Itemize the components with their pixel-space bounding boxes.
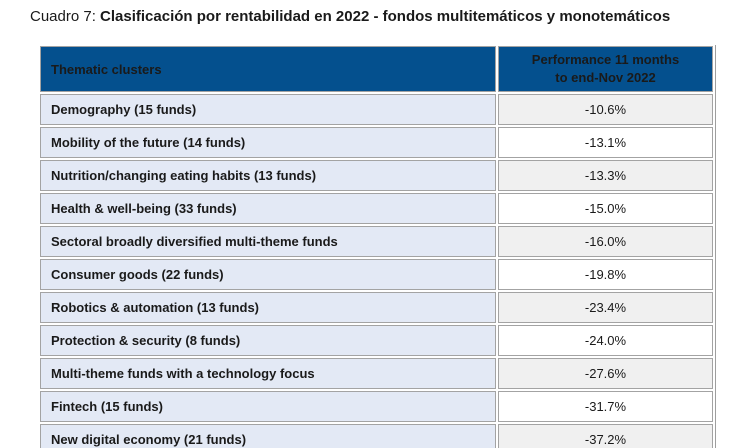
cluster-cell: Health & well-being (33 funds) (40, 193, 496, 224)
performance-cell: -24.0% (498, 325, 713, 356)
header-row: Thematic clusters Performance 11 months … (40, 46, 713, 92)
cluster-cell: Robotics & automation (13 funds) (40, 292, 496, 323)
cluster-cell: Demography (15 funds) (40, 94, 496, 125)
table-row: Multi-theme funds with a technology focu… (40, 358, 713, 389)
cluster-cell: Fintech (15 funds) (40, 391, 496, 422)
performance-header-line1: Performance 11 months (531, 52, 680, 68)
table-row: Nutrition/changing eating habits (13 fun… (40, 160, 713, 191)
table-row: Mobility of the future (14 funds) -13.1% (40, 127, 713, 158)
performance-cell: -10.6% (498, 94, 713, 125)
table-row: Sectoral broadly diversified multi-theme… (40, 226, 713, 257)
table-body: Demography (15 funds) -10.6% Mobility of t… (40, 94, 713, 448)
performance-cell: -37.2% (498, 424, 713, 448)
performance-cell: -15.0% (498, 193, 713, 224)
cluster-cell: Multi-theme funds with a technology focu… (40, 358, 496, 389)
performance-cell: -13.1% (498, 127, 713, 158)
performance-cell: -19.8% (498, 259, 713, 290)
cluster-cell: Mobility of the future (14 funds) (40, 127, 496, 158)
table-row: New digital economy (21 funds) -37.2% (40, 424, 713, 448)
table-row: Fintech (15 funds) -31.7% (40, 391, 713, 422)
performance-cell: -27.6% (498, 358, 713, 389)
performance-cell: -31.7% (498, 391, 713, 422)
table-row: Consumer goods (22 funds) -19.8% (40, 259, 713, 290)
caption-prefix: Cuadro 7: (30, 8, 101, 25)
performance-table-container: Thematic clusters Performance 11 months … (38, 44, 715, 448)
table-row: Demography (15 funds) -10.6% (40, 94, 713, 125)
performance-cell: -13.3% (498, 160, 713, 191)
performance-cell: -16.0% (498, 226, 713, 257)
table-row: Health & well-being (33 funds) -15.0% (40, 193, 713, 224)
table-row: Robotics & automation (13 funds) -23.4% (40, 292, 713, 323)
cluster-cell: Nutrition/changing eating habits (13 fun… (40, 160, 496, 191)
performance-header-line2: to end-Nov 2022 (555, 70, 656, 85)
caption-title: Clasificación por rentabilidad en 2022 -… (100, 8, 671, 25)
column-header-performance: Performance 11 months to end-Nov 2022 (498, 46, 713, 92)
table-row: Protection & security (8 funds) -24.0% (40, 325, 713, 356)
column-header-thematic-clusters: Thematic clusters (40, 46, 496, 92)
cluster-cell: Sectoral broadly diversified multi-theme… (40, 226, 496, 257)
cluster-cell: New digital economy (21 funds) (40, 424, 496, 448)
table-caption: Cuadro 7: Clasificación por rentabilidad… (30, 8, 670, 25)
performance-table: Thematic clusters Performance 11 months … (38, 44, 715, 448)
cluster-cell: Protection & security (8 funds) (40, 325, 496, 356)
performance-cell: -23.4% (498, 292, 713, 323)
cluster-cell: Consumer goods (22 funds) (40, 259, 496, 290)
